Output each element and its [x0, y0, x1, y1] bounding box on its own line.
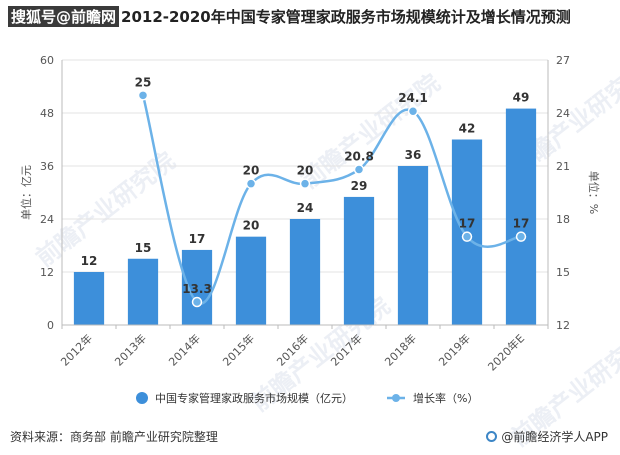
line-series [137, 90, 527, 308]
bar-value-label: 24 [297, 201, 314, 215]
brand-text: @前瞻经济学人APP [501, 430, 608, 444]
legend[interactable]: 中国专家管理家政服务市场规模（亿元） 增长率（%） [136, 391, 478, 405]
bar [289, 219, 321, 325]
bar-series [73, 108, 537, 325]
growth-rate-point [191, 296, 203, 308]
growth-rate-label: 25 [135, 75, 152, 89]
source-note: 资料来源：商务部 前瞻产业研究院整理 [10, 430, 218, 444]
bar [235, 236, 267, 325]
growth-rate-label: 20.8 [344, 150, 374, 164]
bar-value-label: 42 [459, 122, 476, 136]
y-tick-label: 48 [40, 107, 54, 120]
chart-canvas: 12 15 17 20 24 29 36 42 49 25 13.3 20 20 20.8 24.1 17 17… [19, 54, 601, 405]
growth-rate-point [353, 164, 365, 175]
x-tick-label: 2014年 [166, 331, 203, 368]
y-right-tick-label: 15 [556, 266, 570, 279]
legend-bar-label: 中国专家管理家政服务市场规模（亿元） [155, 391, 353, 405]
growth-rate-label: 17 [513, 217, 530, 231]
legend-line-dot-icon [392, 394, 400, 402]
y-right-axis-title: 单位：% [587, 171, 601, 214]
data-labels: 12 15 17 20 24 29 36 42 49 25 13.3 20 20 20.8 24.1 17 17 [81, 75, 530, 296]
legend-line-label: 增长率（%） [413, 391, 478, 405]
y-tick-label: 12 [40, 266, 54, 279]
footer: 资料来源：商务部 前瞻产业研究院整理 @前瞻经济学人APP [0, 425, 620, 447]
growth-rate-point [137, 90, 149, 101]
bar-value-label: 17 [189, 232, 206, 246]
growth-rate-point [299, 178, 311, 189]
bar-value-label: 15 [135, 241, 152, 255]
growth-rate-label: 17 [459, 217, 476, 231]
y-right-tick-label: 21 [556, 160, 570, 173]
y-tick-label: 60 [40, 54, 54, 67]
brand-logo-icon [486, 431, 498, 442]
growth-rate-label: 13.3 [182, 282, 212, 296]
x-tick-label: 2013年 [112, 331, 149, 368]
bar [343, 196, 375, 325]
growth-rate-point [407, 105, 419, 117]
title-text: 2012-2020年中国专家管理家政服务市场规模统计及增长情况预测 [121, 8, 571, 26]
bar-value-label: 36 [405, 148, 422, 162]
bar-value-label: 20 [243, 219, 260, 233]
x-tick-label: 2018年 [382, 331, 419, 368]
bar-value-label: 12 [81, 254, 98, 268]
bar [73, 272, 105, 325]
y-right-tick-label: 24 [556, 107, 570, 120]
growth-rate-label: 20 [243, 164, 260, 178]
growth-rate-point [515, 231, 527, 242]
x-tick-label: 2020年E [485, 331, 527, 373]
bar-value-label: 29 [351, 179, 368, 193]
y-tick-label: 24 [40, 213, 54, 226]
x-tick-label: 2012年 [58, 331, 95, 368]
y-right-tick-label: 27 [556, 54, 570, 67]
y-axis-title: 单位：亿元 [19, 165, 33, 220]
bar [397, 166, 429, 325]
legend-bar-marker-icon [136, 392, 148, 404]
growth-rate-label: 20 [297, 164, 314, 178]
growth-rate-label: 24.1 [398, 91, 428, 105]
y-tick-label: 0 [47, 319, 54, 332]
growth-rate-point [245, 178, 257, 189]
x-tick-label: 2017年 [328, 331, 365, 368]
bar [127, 258, 159, 325]
y-right-tick-label: 18 [556, 213, 570, 226]
y-tick-label: 36 [40, 160, 54, 173]
x-tick-label: 2015年 [220, 331, 257, 368]
bar [505, 108, 537, 325]
y-right-tick-label: 12 [556, 319, 570, 332]
chart-title: 搜狐号@前瞻网 2012-2020年中国专家管理家政服务市场规模统计及增长情况预测 [8, 6, 612, 30]
growth-rate-point [461, 231, 473, 242]
title-prefix: 搜狐号@前瞻网 [8, 6, 120, 27]
bar [181, 249, 213, 325]
bar-value-label: 49 [513, 91, 530, 105]
brand-credit: @前瞻经济学人APP [486, 428, 608, 445]
x-tick-label: 2019年 [436, 331, 473, 368]
x-tick-label: 2016年 [274, 331, 311, 368]
